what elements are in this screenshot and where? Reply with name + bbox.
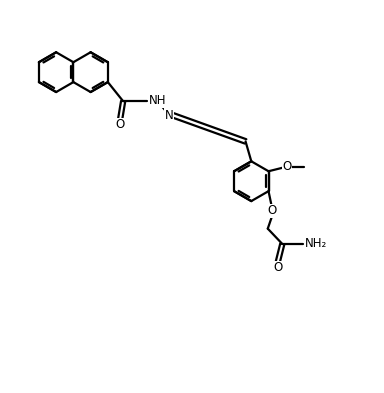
Text: O: O [273,261,282,274]
Text: NH: NH [149,94,166,107]
Text: NH₂: NH₂ [305,237,328,250]
Text: N: N [165,108,174,121]
Text: O: O [282,160,291,173]
Text: O: O [116,118,125,131]
Text: O: O [268,204,277,217]
